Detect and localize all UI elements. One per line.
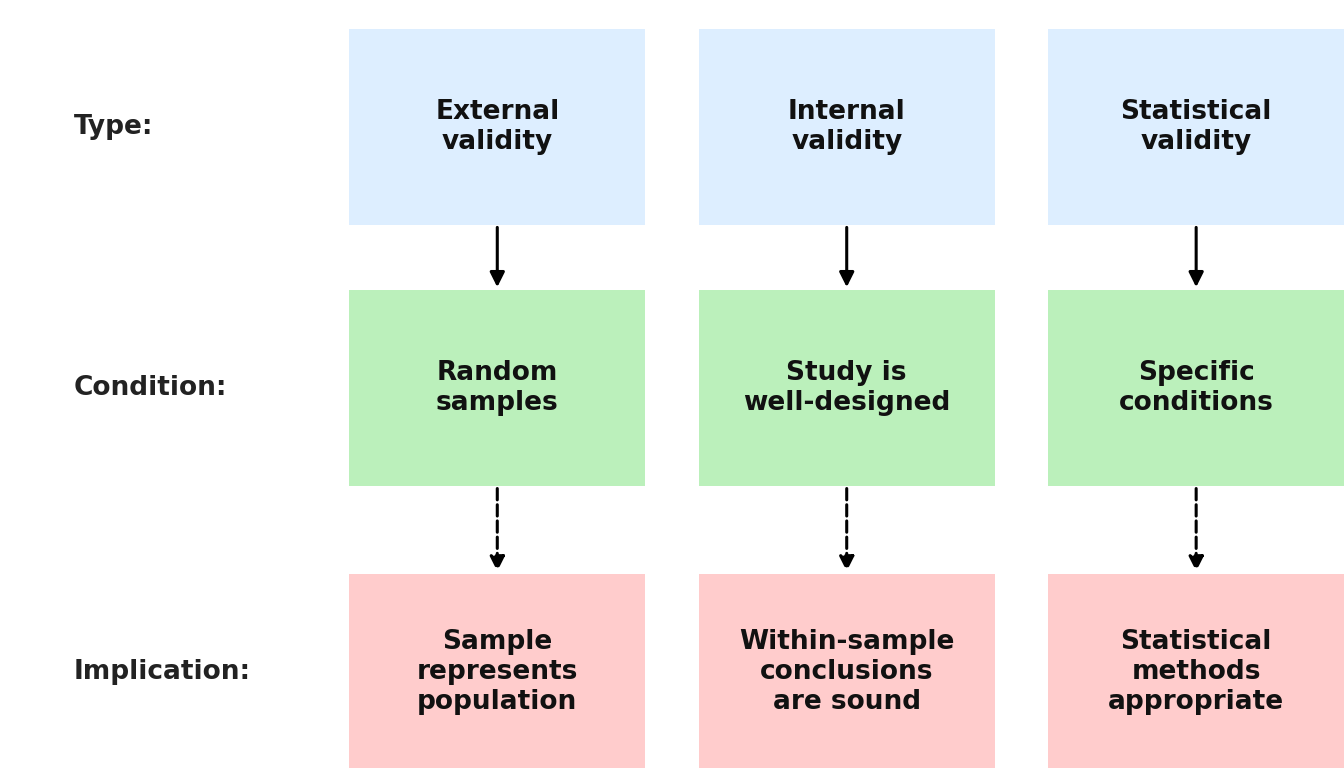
Text: Study is
well-designed: Study is well-designed bbox=[743, 360, 950, 415]
Text: Random
samples: Random samples bbox=[435, 360, 559, 415]
Text: Type:: Type: bbox=[74, 114, 153, 140]
Text: Statistical
validity: Statistical validity bbox=[1121, 99, 1271, 154]
FancyBboxPatch shape bbox=[1048, 290, 1344, 486]
FancyBboxPatch shape bbox=[1048, 28, 1344, 224]
FancyBboxPatch shape bbox=[349, 290, 645, 486]
Text: Specific
conditions: Specific conditions bbox=[1118, 360, 1274, 415]
Text: Condition:: Condition: bbox=[74, 375, 227, 401]
Text: Statistical
methods
appropriate: Statistical methods appropriate bbox=[1107, 629, 1285, 715]
Text: External
validity: External validity bbox=[435, 99, 559, 154]
FancyBboxPatch shape bbox=[349, 574, 645, 768]
Text: Implication:: Implication: bbox=[74, 659, 251, 685]
Text: Within-sample
conclusions
are sound: Within-sample conclusions are sound bbox=[739, 629, 954, 715]
Text: Internal
validity: Internal validity bbox=[788, 99, 906, 154]
FancyBboxPatch shape bbox=[349, 28, 645, 224]
FancyBboxPatch shape bbox=[699, 290, 995, 486]
FancyBboxPatch shape bbox=[699, 28, 995, 224]
Text: Sample
represents
population: Sample represents population bbox=[417, 629, 578, 715]
FancyBboxPatch shape bbox=[699, 574, 995, 768]
FancyBboxPatch shape bbox=[1048, 574, 1344, 768]
